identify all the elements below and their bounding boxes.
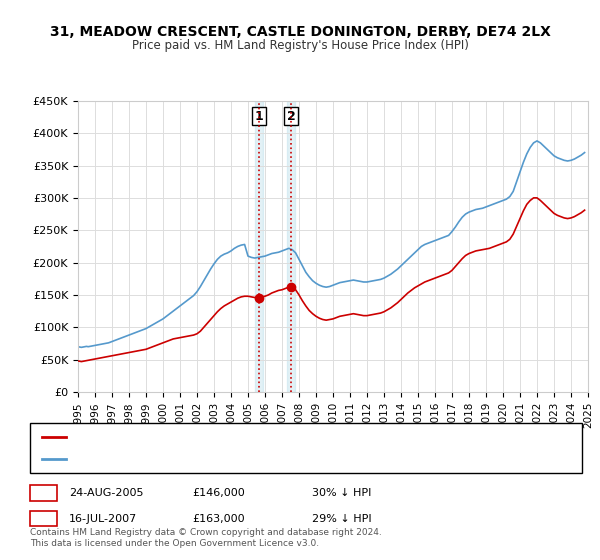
Text: 31, MEADOW CRESCENT, CASTLE DONINGTON, DERBY, DE74 2LX: 31, MEADOW CRESCENT, CASTLE DONINGTON, D… xyxy=(50,25,550,39)
Text: 30% ↓ HPI: 30% ↓ HPI xyxy=(312,488,371,498)
Text: 2: 2 xyxy=(287,110,296,123)
Bar xyxy=(255,101,263,392)
Text: 29% ↓ HPI: 29% ↓ HPI xyxy=(312,514,371,524)
Text: Price paid vs. HM Land Registry's House Price Index (HPI): Price paid vs. HM Land Registry's House … xyxy=(131,39,469,52)
Text: 1: 1 xyxy=(254,110,263,123)
Text: 2: 2 xyxy=(39,512,47,525)
Text: 31, MEADOW CRESCENT, CASTLE DONINGTON, DERBY, DE74 2LX (detached house): 31, MEADOW CRESCENT, CASTLE DONINGTON, D… xyxy=(72,432,507,442)
Text: £146,000: £146,000 xyxy=(192,488,245,498)
Text: Contains HM Land Registry data © Crown copyright and database right 2024.
This d: Contains HM Land Registry data © Crown c… xyxy=(30,528,382,548)
Text: 24-AUG-2005: 24-AUG-2005 xyxy=(69,488,143,498)
Text: HPI: Average price, detached house, North West Leicestershire: HPI: Average price, detached house, Nort… xyxy=(72,454,400,464)
Text: £163,000: £163,000 xyxy=(192,514,245,524)
Bar xyxy=(287,101,295,392)
Text: 1: 1 xyxy=(39,486,47,500)
Text: 16-JUL-2007: 16-JUL-2007 xyxy=(69,514,137,524)
